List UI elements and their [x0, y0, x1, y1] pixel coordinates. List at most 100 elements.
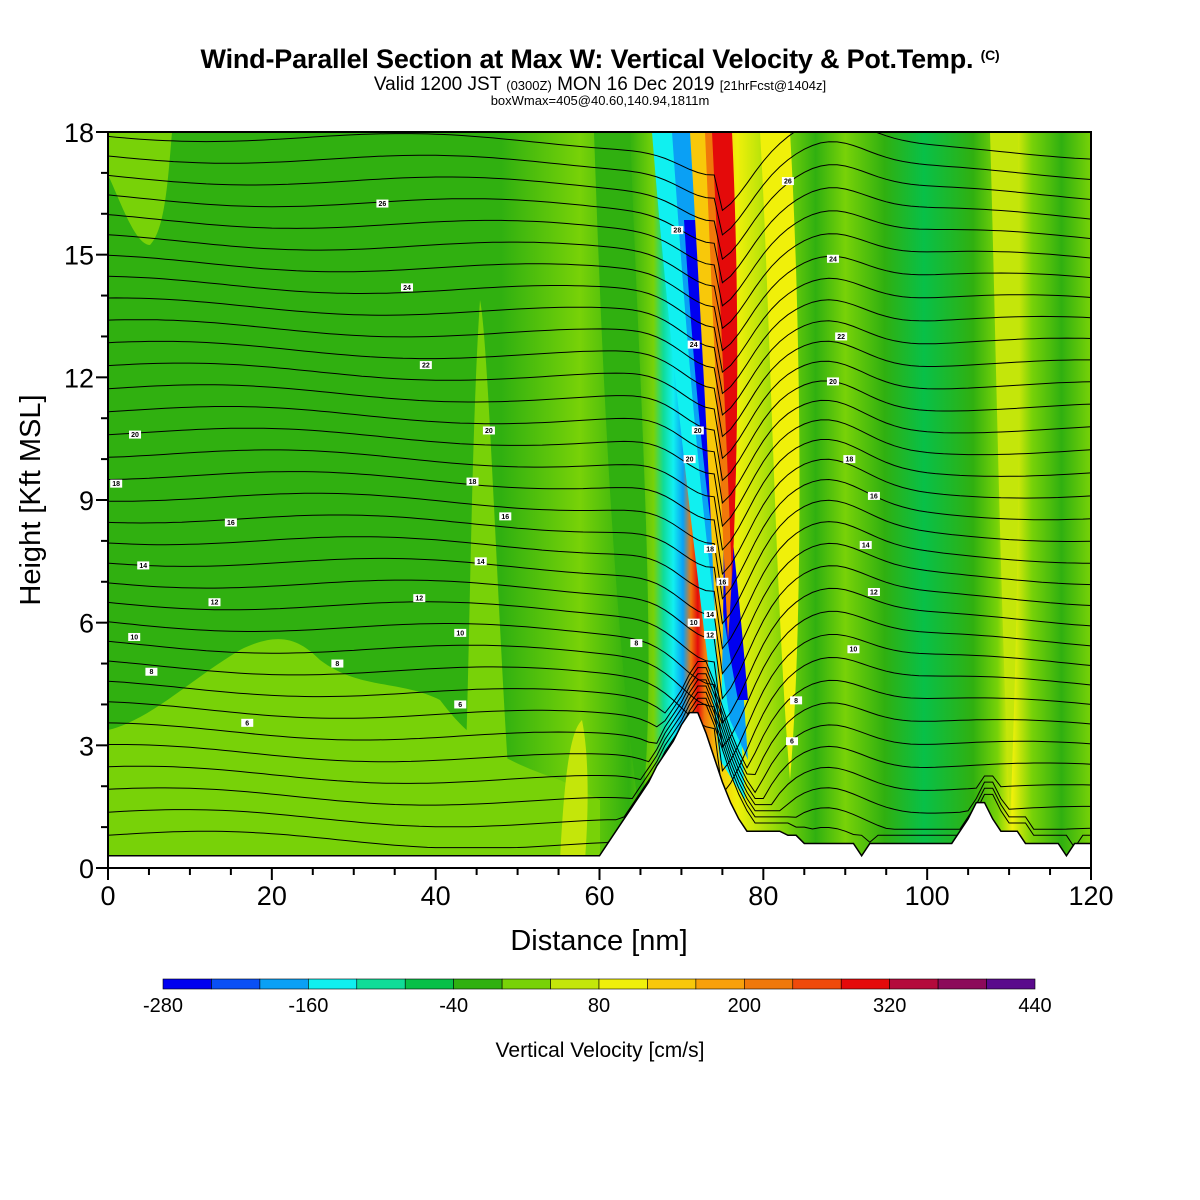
contour-label: 18 — [466, 477, 479, 486]
colorbar-swatch — [647, 978, 697, 990]
contour-label: 16 — [499, 512, 512, 521]
potential-temperature-contours — [108, 132, 1091, 849]
theta-contour-line — [108, 419, 1091, 528]
contour-label-text: 16 — [501, 514, 509, 521]
contour-label: 16 — [716, 577, 729, 586]
theta-contour-line — [108, 685, 1091, 806]
colorbar: -280 -160 -40 80 200 320 440 — [143, 978, 1052, 1017]
contour-label-text: 22 — [422, 363, 430, 370]
contour-label-text: 18 — [845, 457, 853, 464]
contour-label-box — [704, 545, 717, 554]
chart-title-text: Wind-Parallel Section at Max W: Vertical… — [200, 44, 974, 74]
contour-label: 26 — [376, 199, 389, 208]
contour-label: 18 — [110, 479, 123, 488]
theta-contour-line — [108, 132, 1091, 212]
contour-label-text: 20 — [694, 428, 702, 435]
contour-label: 10 — [454, 628, 467, 637]
contour-label-text: 10 — [456, 630, 464, 637]
theta-contour-line — [108, 703, 1091, 849]
contour-label: 22 — [835, 332, 848, 341]
theta-contour-line — [108, 610, 1091, 749]
contour-label-text: 10 — [690, 620, 698, 627]
theta-contour-line — [108, 521, 1091, 650]
forecast-info: [21hrFcst@1404z] — [719, 78, 827, 93]
theta-contour-line — [108, 661, 1091, 769]
theta-contour-line — [108, 697, 1091, 830]
contour-label-box — [110, 479, 123, 488]
contour-label-text: 16 — [718, 579, 726, 586]
contour-label: 20 — [129, 430, 142, 439]
contour-label-box — [691, 426, 704, 435]
contour-label: 24 — [400, 283, 413, 292]
contour-label: 20 — [691, 426, 704, 435]
x-tick-label: 60 — [584, 881, 614, 911]
contour-label-text: 16 — [870, 493, 878, 500]
colorbar-swatch — [986, 978, 1036, 990]
contour-label-text: 6 — [790, 739, 794, 746]
chart-title: Wind-Parallel Section at Max W: Vertical… — [0, 44, 1200, 75]
colorbar-label: 320 — [873, 995, 906, 1017]
colorbar-swatch — [937, 978, 987, 990]
contour-label-box — [704, 610, 717, 619]
contour-labels: 26 24 22 20 20 18 18 16 16 14 14 12 12 10 10 8 8 6 6 8 28 24 2… — [110, 177, 880, 746]
theta-contour-line — [108, 187, 1091, 284]
x-axis: 0 20 40 60 80 100 120 — [100, 868, 1114, 911]
x-tick-label: 0 — [100, 881, 115, 911]
contour-label-box — [400, 283, 413, 292]
secondary-updraft-band — [760, 132, 800, 780]
contour-label: 6 — [454, 700, 467, 709]
contour-label-text: 14 — [477, 559, 485, 566]
y-tick-label: 18 — [64, 118, 94, 148]
contour-label-text: 12 — [211, 600, 219, 607]
contour-label-box — [137, 561, 150, 570]
contour-label-box — [630, 639, 643, 648]
x-tick-label: 20 — [257, 881, 287, 911]
contour-label: 18 — [843, 455, 856, 464]
y-tick-label: 15 — [64, 241, 94, 271]
contour-label: 14 — [474, 557, 487, 566]
contour-label: 8 — [790, 696, 803, 705]
contour-label: 10 — [128, 632, 141, 641]
contour-label-text: 8 — [149, 669, 153, 676]
contour-label-text: 20 — [131, 432, 139, 439]
colorbar-label: -160 — [288, 995, 328, 1017]
contour-label-box — [867, 588, 880, 596]
contour-label-box — [454, 700, 467, 709]
contour-label: 14 — [859, 540, 872, 549]
y-tick-label: 12 — [64, 363, 94, 393]
colorbar-swatch — [404, 978, 454, 990]
contour-label-text: 8 — [335, 661, 339, 668]
theta-contour-line — [108, 656, 1091, 796]
contour-label-text: 18 — [469, 479, 477, 486]
contour-label-box — [413, 594, 426, 603]
contour-label-text: 14 — [862, 542, 870, 549]
theta-contour-line — [108, 233, 1091, 330]
theta-contour-line — [108, 499, 1091, 625]
y-tick-label: 0 — [79, 854, 94, 884]
contour-label: 10 — [847, 645, 860, 654]
contour-label-text: 20 — [686, 457, 694, 464]
contour-label-box — [128, 632, 141, 641]
contour-label-box — [224, 518, 237, 527]
theta-contour-line — [108, 319, 1091, 416]
colorbar-swatch — [211, 978, 261, 990]
theta-contour-line — [108, 565, 1091, 700]
valid-utc: (0300Z) — [506, 78, 552, 93]
contour-label-box — [687, 618, 700, 627]
colorbar-swatch — [308, 978, 358, 990]
contour-label-box — [145, 667, 158, 676]
theta-contour-line — [108, 254, 1091, 352]
contour-label-box — [454, 628, 467, 637]
contour-label: 24 — [826, 254, 839, 263]
colorbar-label: 440 — [1018, 995, 1051, 1017]
contour-label-box — [241, 718, 254, 727]
terrain-profile — [108, 711, 1091, 868]
colorbar-swatch — [501, 978, 551, 990]
x-tick-label: 40 — [421, 881, 451, 911]
colorbar-label: -280 — [143, 995, 183, 1017]
colorbar-swatch — [695, 978, 745, 990]
contour-label-box — [826, 254, 839, 263]
mid-updraft-streak — [462, 300, 515, 860]
contour-label-text: 14 — [139, 563, 147, 570]
